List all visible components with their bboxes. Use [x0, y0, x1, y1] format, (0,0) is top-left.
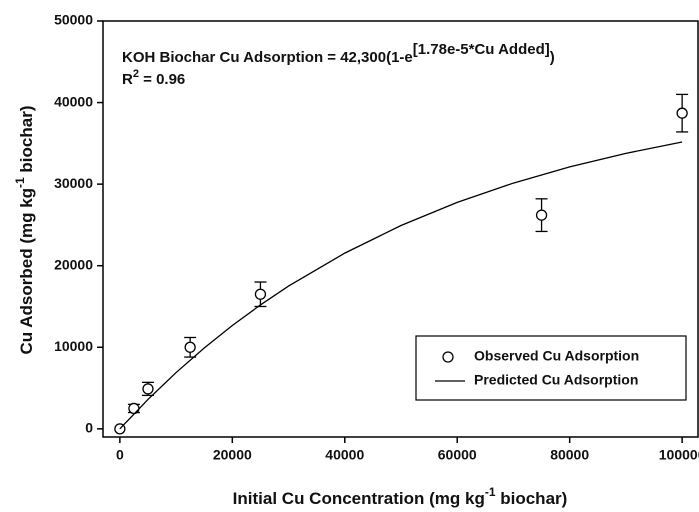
- predicted-line: [119, 141, 683, 430]
- y-axis-label: Cu Adsorbed (mg kg-1 biochar): [13, 105, 36, 354]
- label-part: Cu Adsorbed (mg kg: [17, 188, 36, 355]
- y-tick-label: 30000: [54, 175, 93, 191]
- observed-point: [535, 209, 548, 221]
- legend-marker: [442, 351, 454, 363]
- x-tick-label: 40000: [325, 447, 364, 463]
- observed-point: [254, 288, 267, 300]
- x-tick-label: 20000: [213, 447, 252, 463]
- label-part: biochar): [496, 489, 568, 508]
- label-superscript: -1: [13, 177, 27, 188]
- legend-label: Observed Cu Adsorption: [474, 348, 639, 364]
- label-superscript: -1: [485, 485, 496, 499]
- y-tick-label: 10000: [54, 338, 93, 354]
- annotation-part: KOH Biochar Cu Adsorption = 42,300(1-e: [122, 49, 413, 66]
- equation-annotation: KOH Biochar Cu Adsorption = 42,300(1-e[1…: [122, 41, 555, 66]
- annotation-superscript: [1.78e-5*Cu Added]: [413, 41, 550, 58]
- y-tick-label: 0: [85, 420, 93, 436]
- y-tick-label: 50000: [54, 12, 93, 28]
- y-tick-label: 40000: [54, 93, 93, 109]
- x-tick-label: 60000: [438, 447, 477, 463]
- plot-frame: [102, 20, 699, 438]
- x-axis-label: Initial Cu Concentration (mg kg-1 biocha…: [233, 485, 568, 508]
- observed-point: [142, 383, 154, 395]
- label-part: Initial Cu Concentration (mg kg: [233, 489, 485, 508]
- y-tick-label: 20000: [54, 256, 93, 272]
- annotation-superscript: 2: [133, 68, 139, 80]
- annotation-part: = 0.96: [139, 71, 185, 88]
- legend-box: [415, 335, 687, 401]
- x-tick-label: 0: [116, 447, 124, 463]
- observed-point: [184, 341, 196, 353]
- legend-label: Predicted Cu Adsorption: [474, 372, 638, 388]
- observed-point: [676, 107, 688, 119]
- label-part: biochar): [17, 105, 36, 177]
- annotation-part: ): [550, 49, 555, 66]
- x-tick-label: 80000: [550, 447, 589, 463]
- observed-point: [128, 402, 140, 415]
- annotation-part: R: [122, 71, 133, 88]
- r2-annotation: R2 = 0.96: [122, 68, 185, 88]
